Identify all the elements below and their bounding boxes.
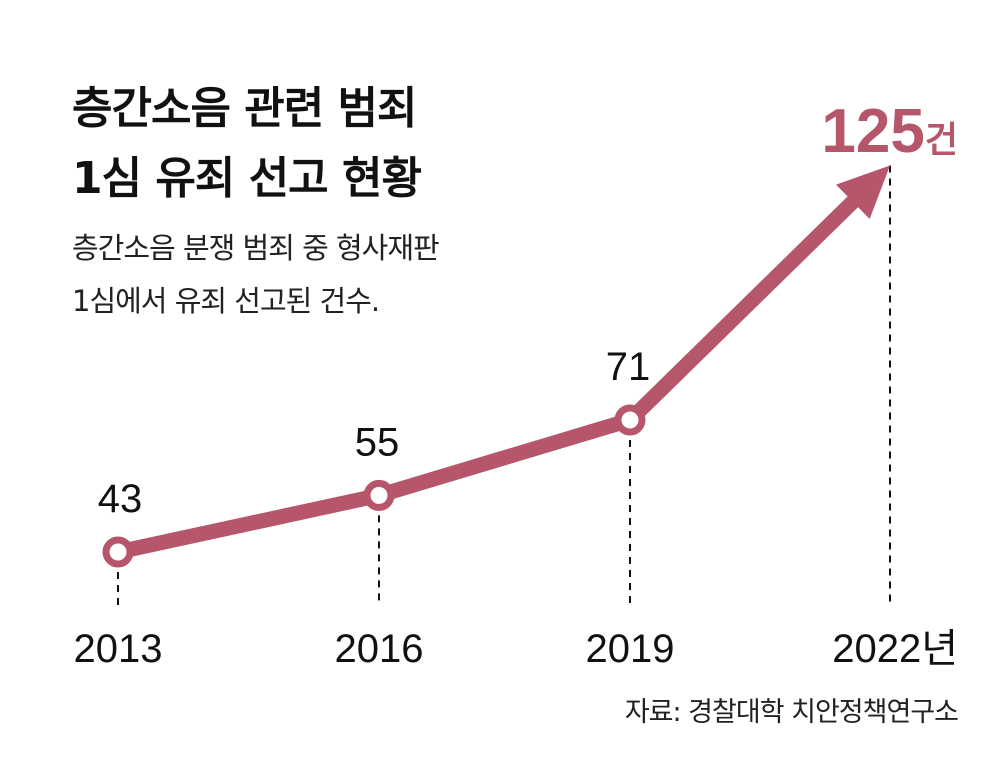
x-tick-label: 2016	[335, 627, 424, 671]
data-label: 55	[355, 420, 400, 464]
x-tick-label: 2022년	[832, 627, 958, 671]
x-tick-label: 2013	[74, 627, 163, 671]
highlight-value: 125	[821, 97, 924, 166]
data-point	[363, 479, 395, 511]
subtitle-line-2: 1심에서 유죄 선고된 건수.	[72, 284, 380, 318]
data-point	[614, 404, 646, 436]
source-note: 자료: 경찰대학 치안정책연구소	[624, 697, 959, 728]
series-line	[116, 186, 869, 560]
subtitle-line-1: 층간소음 분쟁 범죄 중 형사재판	[72, 231, 440, 265]
highlight-unit: 건	[925, 119, 958, 160]
data-point	[102, 536, 134, 568]
x-tick-label: 2019	[586, 627, 675, 671]
data-label: 43	[98, 477, 143, 521]
highlight-label: 125건	[821, 97, 958, 166]
chart-title-line-2: 1심 유죄 선고 현황	[72, 153, 422, 204]
data-label: 71	[606, 345, 651, 389]
arrow-head	[836, 165, 890, 219]
chart-title-line-1: 층간소음 관련 범죄	[72, 83, 417, 134]
